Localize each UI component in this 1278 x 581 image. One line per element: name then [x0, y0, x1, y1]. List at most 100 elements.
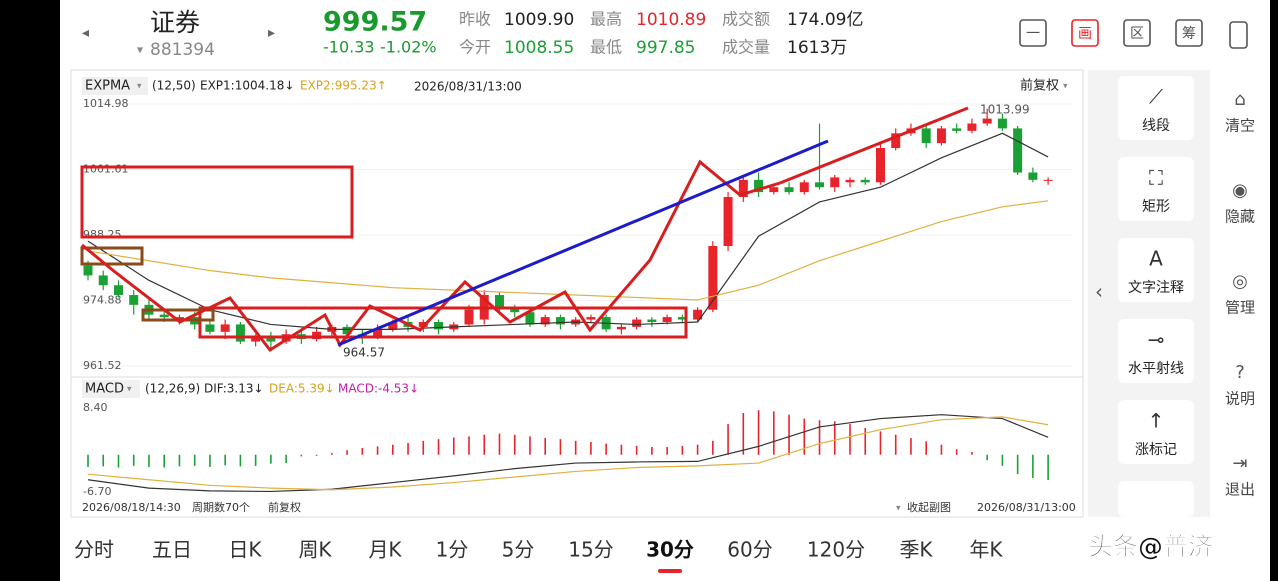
- side-icon[interactable]: ◎: [1232, 271, 1248, 292]
- tool-icon[interactable]: ⟋: [1149, 85, 1163, 109]
- tool-icon[interactable]: ⊸: [1148, 328, 1165, 352]
- candle-body: [982, 118, 992, 124]
- tool-button[interactable]: [1118, 400, 1194, 464]
- tab[interactable]: 五日: [152, 538, 192, 562]
- icon-label[interactable]: 一: [1026, 26, 1040, 42]
- side-icon[interactable]: ⌂: [1234, 89, 1245, 110]
- side-icon[interactable]: ◉: [1232, 180, 1248, 201]
- tool-icon[interactable]: ⛶: [1148, 166, 1164, 190]
- icon-button[interactable]: [1123, 19, 1151, 47]
- candle-body: [1043, 179, 1053, 181]
- annotation-line: [779, 106, 969, 185]
- candle-body: [510, 307, 520, 313]
- tab[interactable]: 5分: [502, 538, 535, 562]
- stat-label: 最高: [590, 10, 622, 29]
- tool-icon[interactable]: A: [1149, 247, 1163, 271]
- tool-button[interactable]: [1118, 481, 1194, 517]
- annotation-rect: [80, 246, 144, 266]
- stat-value: 1009.90: [504, 10, 574, 30]
- candle-body: [342, 326, 352, 335]
- tool-icon[interactable]: ↑: [1148, 409, 1165, 433]
- params: (12,26,9): [145, 382, 200, 396]
- tool-label[interactable]: 线段: [1142, 118, 1170, 134]
- side-label[interactable]: 隐藏: [1225, 208, 1255, 226]
- tab[interactable]: 15分: [568, 538, 613, 562]
- dea-label: DEA:5.39↓: [269, 382, 335, 396]
- tab[interactable]: 60分: [727, 538, 772, 562]
- indicator-box[interactable]: [82, 380, 140, 398]
- icon-button[interactable]: [1175, 19, 1203, 47]
- sub-indicator[interactable]: MACD: [85, 382, 124, 397]
- side-icon[interactable]: ?: [1235, 362, 1245, 383]
- tab[interactable]: 分时: [74, 538, 114, 562]
- y-tick-label: 974.88: [83, 294, 122, 307]
- candle-body: [159, 314, 169, 318]
- candle-body: [662, 317, 672, 322]
- tab[interactable]: 日K: [228, 538, 262, 562]
- candle-body: [799, 182, 809, 193]
- candle-body: [98, 275, 108, 286]
- side-label[interactable]: 清空: [1225, 117, 1255, 135]
- tool-button[interactable]: [1118, 157, 1194, 221]
- candle-body: [83, 265, 93, 276]
- candle-body: [251, 336, 261, 342]
- candle-body: [708, 246, 718, 310]
- candle-body: [936, 128, 946, 144]
- annotation-zigzag: [81, 159, 781, 353]
- side-label[interactable]: 说明: [1225, 390, 1255, 408]
- exp2-label: EXP2:995.23↑: [300, 79, 387, 93]
- candle-body: [693, 309, 703, 320]
- candle-body: [540, 317, 550, 325]
- tab[interactable]: 120分: [807, 538, 865, 562]
- tab[interactable]: 周K: [298, 538, 332, 562]
- icon-label[interactable]: 区: [1130, 26, 1144, 42]
- collapse-tools[interactable]: ‹: [1095, 280, 1103, 304]
- candle-body: [647, 319, 657, 322]
- candle-body: [845, 179, 855, 183]
- collapse[interactable]: 收起副图: [907, 500, 951, 514]
- candle-body: [997, 118, 1007, 129]
- icon-button[interactable]: [1019, 19, 1047, 47]
- icon-label[interactable]: 筹: [1182, 25, 1196, 42]
- tool-label[interactable]: 水平射线: [1128, 361, 1184, 377]
- stat-value: 1613万: [787, 38, 847, 58]
- indicator-box[interactable]: [82, 77, 148, 95]
- adjust[interactable]: 前复权: [1020, 78, 1059, 94]
- tab[interactable]: 1分: [436, 538, 469, 562]
- side-label[interactable]: 退出: [1225, 481, 1255, 499]
- icon-label[interactable]: 画: [1078, 26, 1092, 42]
- stat-label: 昨收: [459, 10, 491, 29]
- candle-body: [312, 331, 322, 340]
- candle-body: [616, 326, 626, 330]
- indicator[interactable]: EXPMA: [85, 79, 130, 94]
- tool-button[interactable]: [1118, 76, 1194, 140]
- candle-body: [769, 187, 779, 193]
- side-label[interactable]: 管理: [1225, 299, 1255, 317]
- icon-button[interactable]: [1229, 21, 1248, 49]
- candle-body: [434, 321, 444, 330]
- tool-label[interactable]: 文字注释: [1128, 280, 1184, 296]
- change-pct: -1.02%: [380, 38, 437, 57]
- next-arrow[interactable]: ▸: [268, 25, 275, 41]
- tool-label[interactable]: 涨标记: [1135, 442, 1177, 458]
- macd-label: MACD:-4.53↓: [338, 382, 419, 396]
- tab[interactable]: 季K: [899, 538, 933, 562]
- candle-body: [113, 285, 123, 296]
- dropdown[interactable]: ▾: [137, 43, 143, 57]
- tab[interactable]: 30分: [646, 538, 694, 562]
- stat-value: 1010.89: [636, 10, 706, 30]
- tab[interactable]: 年K: [969, 538, 1003, 562]
- dif-line: [87, 414, 1049, 493]
- time: 2026/08/31/13:00: [414, 80, 522, 94]
- candle-body: [205, 324, 215, 332]
- icon-button[interactable]: [1071, 19, 1099, 47]
- side-icon[interactable]: ⇥: [1232, 453, 1247, 474]
- tool-label[interactable]: 矩形: [1142, 199, 1170, 215]
- y-tick-label: -6.70: [83, 485, 111, 498]
- prev-arrow[interactable]: ◂: [82, 25, 89, 41]
- tool-button[interactable]: [1118, 238, 1194, 302]
- tool-button[interactable]: [1118, 319, 1194, 383]
- y-tick-label: 1014.98: [83, 97, 129, 110]
- tab[interactable]: 月K: [368, 538, 402, 562]
